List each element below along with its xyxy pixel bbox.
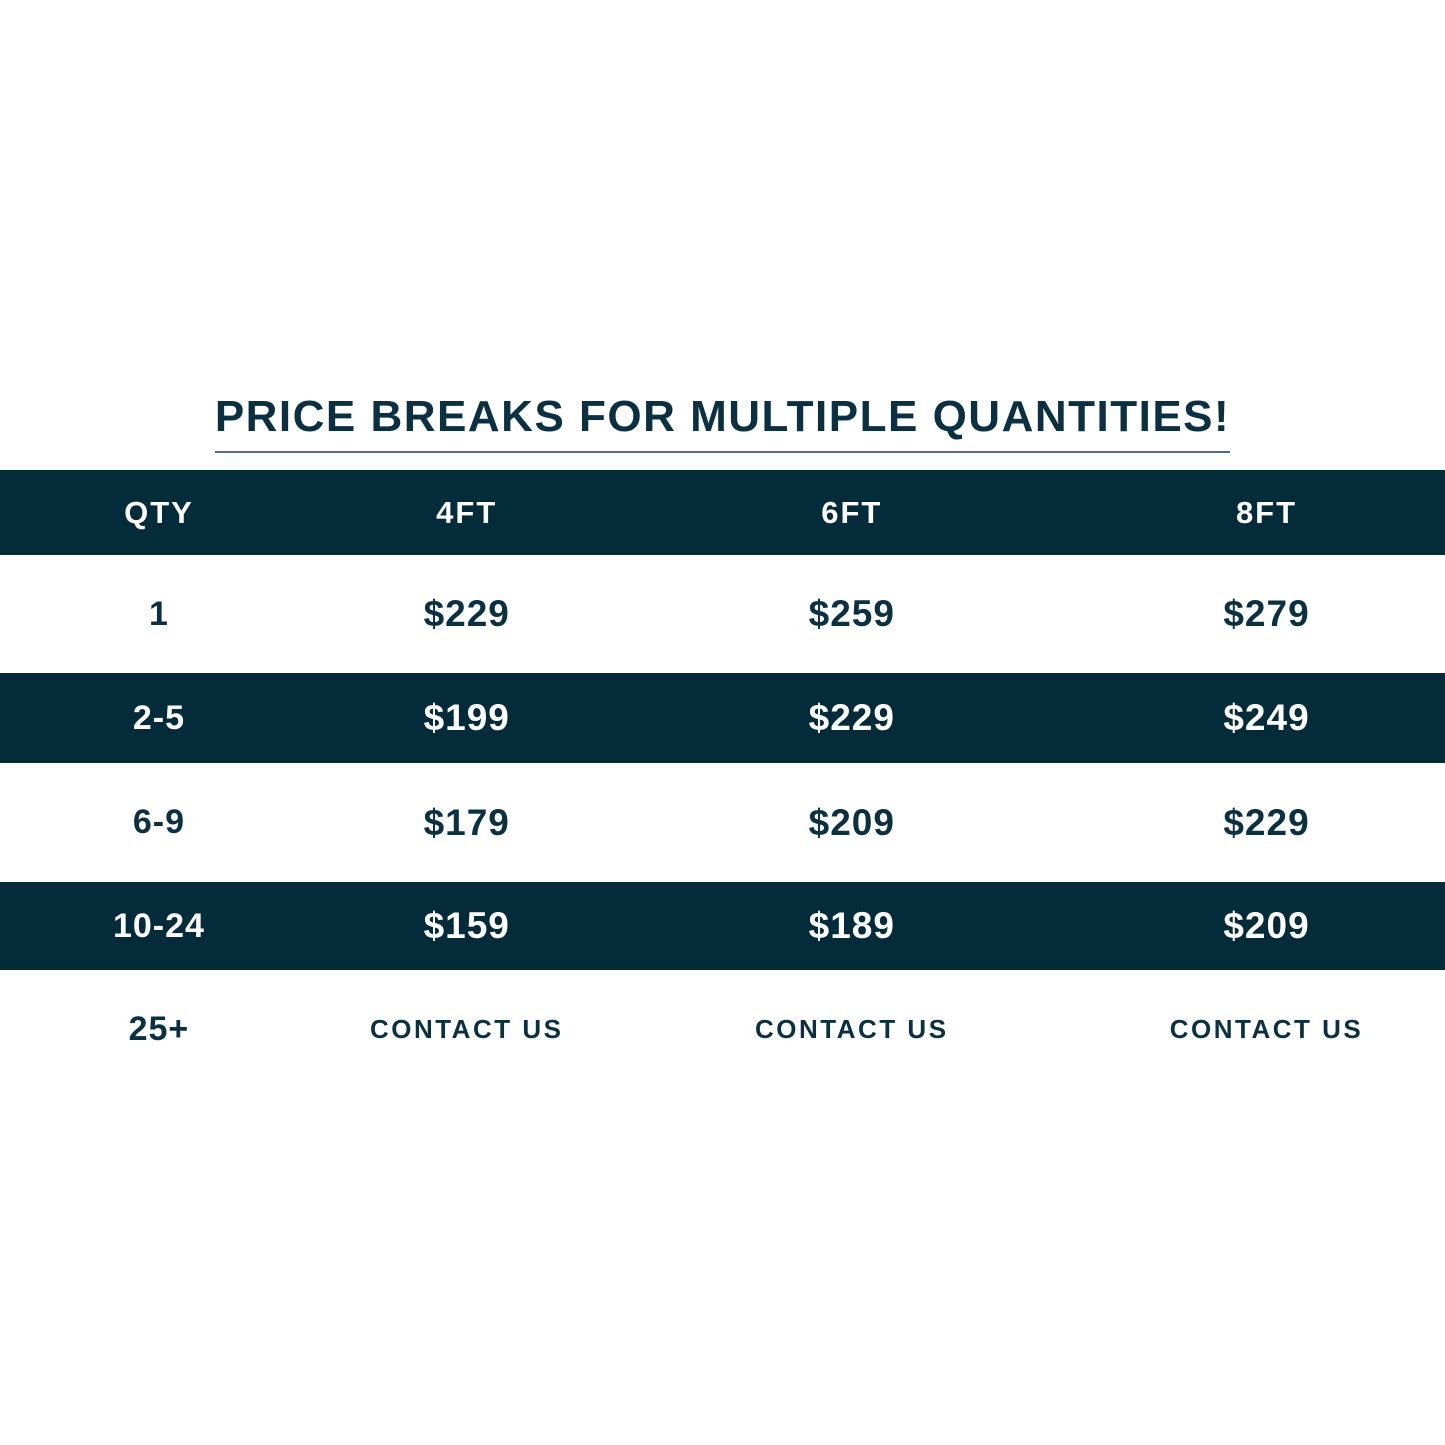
qty-cell: 6-9	[132, 803, 186, 841]
table-row: 2-5 $199 $229 $249	[0, 673, 1445, 763]
price-table: QTY 4FT 6FT 8FT 1 $229 $259 $279 2-5 $19…	[0, 470, 1445, 1088]
price-cell: $199	[423, 697, 510, 738]
header-cell-6ft: 6FT	[821, 494, 883, 530]
price-cell: $229	[1223, 801, 1310, 843]
page-title: PRICE BREAKS FOR MULTIPLE QUANTITIES!	[214, 392, 1231, 453]
price-cell: $209	[1223, 905, 1310, 946]
price-cell: $229	[808, 697, 895, 738]
contact-us-cell: CONTACT US	[755, 1013, 949, 1044]
price-cell: $179	[423, 801, 510, 843]
qty-cell: 1	[148, 594, 169, 633]
title-container: PRICE BREAKS FOR MULTIPLE QUANTITIES!	[0, 392, 1445, 453]
table-row: 6-9 $179 $209 $229	[0, 763, 1445, 882]
header-cell-8ft: 8FT	[1235, 494, 1298, 530]
header-cell-qty: QTY	[124, 494, 194, 530]
price-cell: $159	[423, 905, 510, 946]
price-cell: $279	[1223, 593, 1310, 634]
qty-cell: 25+	[128, 1009, 190, 1048]
qty-cell: 2-5	[132, 698, 186, 737]
price-cell: $249	[1223, 697, 1310, 738]
table-row: 1 $229 $259 $279	[0, 555, 1445, 673]
contact-us-cell: CONTACT US	[369, 1013, 564, 1044]
price-cell: $189	[808, 905, 895, 946]
qty-cell: 10-24	[112, 906, 205, 945]
price-cell: $229	[423, 593, 510, 634]
table-row: 10-24 $159 $189 $209	[0, 882, 1445, 970]
table-header-row: QTY 4FT 6FT 8FT	[0, 470, 1445, 555]
table-row: 25+ CONTACT US CONTACT US CONTACT US	[0, 970, 1445, 1088]
price-cell: $259	[808, 593, 895, 634]
header-cell-4ft: 4FT	[436, 494, 498, 530]
price-cell: $209	[808, 801, 895, 843]
contact-us-cell: CONTACT US	[1169, 1013, 1364, 1044]
